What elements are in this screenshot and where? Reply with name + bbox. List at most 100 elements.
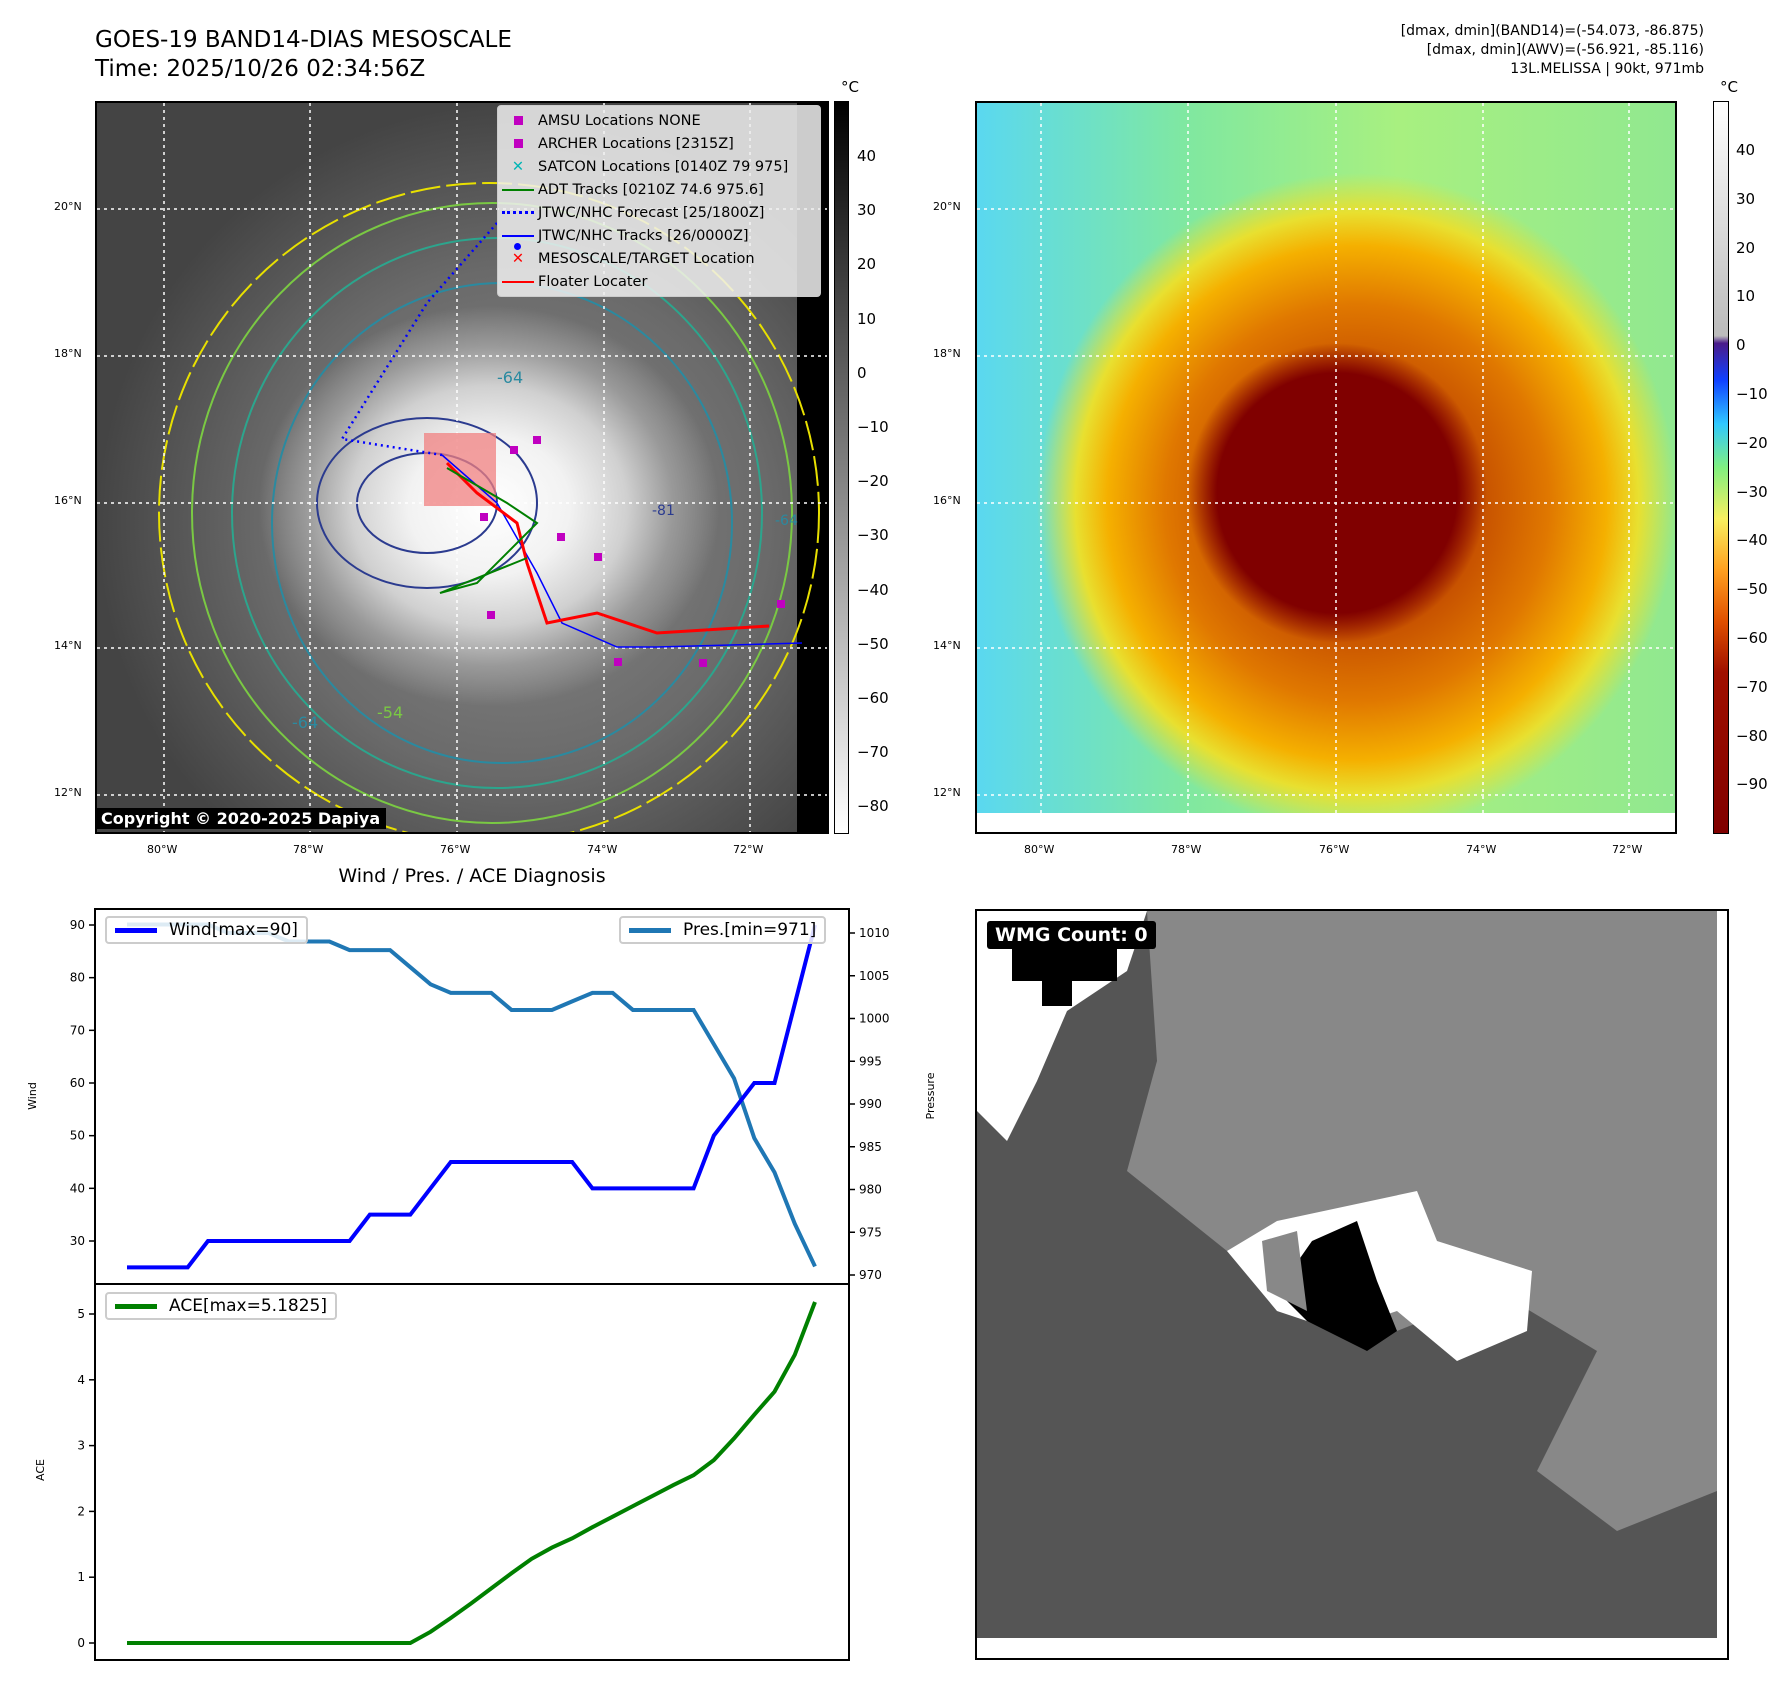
y-tick-label: 1005 (859, 969, 890, 983)
time-line: Time: 2025/10/26 02:34:56Z (95, 56, 426, 82)
wind-axis-label: Wind (26, 1082, 39, 1110)
y-tick-label: 70 (70, 1023, 85, 1037)
ace-line (127, 1301, 817, 1645)
contour-label: -64 (775, 513, 798, 529)
ace-line-icon (115, 1303, 157, 1309)
colorbar-tick-label: 40 (1736, 141, 1756, 159)
y-tick-label: 5 (77, 1307, 85, 1321)
info-block: [dmax, dmin](BAND14)=(-54.073, -86.875) … (1401, 22, 1704, 79)
y-tick-label: 990 (859, 1097, 882, 1111)
line-icon (498, 188, 538, 191)
line-icon (498, 280, 538, 283)
chart-title: Wind / Pres. / ACE Diagnosis (338, 865, 606, 887)
contour-label: -64 (292, 713, 319, 732)
legend-label: JTWC/NHC Tracks [26/0000Z] (538, 227, 749, 244)
legend-item-mesoscale: ✕ MESOSCALE/TARGET Location (498, 247, 820, 270)
pressure-axis-label: Pressure (924, 1072, 937, 1119)
colorbar-tick-label: −40 (857, 580, 889, 599)
contour-label: -64 (497, 368, 524, 387)
colorbar-tick-label: −50 (857, 634, 889, 653)
lat-label: 16°N (54, 494, 82, 507)
awv-grid (977, 103, 1675, 832)
y-tick-label: 970 (859, 1268, 882, 1282)
colorbar-tick-label: −90 (1736, 775, 1768, 794)
lat-label: 14°N (54, 639, 82, 652)
pressure-line (127, 922, 817, 1268)
legend-label: Wind[max=90] (169, 920, 298, 940)
legend-label: SATCON Locations [0140Z 79 975] (538, 158, 789, 175)
colorbar-tick-label: −50 (1736, 580, 1768, 599)
legend-label: Floater Locater (538, 273, 648, 290)
legend-item-forecast: JTWC/NHC Forecast [25/1800Z] (498, 201, 820, 224)
legend-item-adt: ADT Tracks [0210Z 74.6 975.6] (498, 178, 820, 201)
legend-label: Pres.[min=971] (683, 920, 817, 940)
right-colorbar (1713, 101, 1729, 834)
legend-label: MESOSCALE/TARGET Location (538, 250, 755, 267)
lat-label: 18°N (54, 347, 82, 360)
colorbar-tick-label: 20 (857, 255, 877, 274)
colorbar-unit: °C (1720, 78, 1738, 96)
y-tick-label: 2 (77, 1504, 85, 1518)
colorbar-tick-label: −70 (1736, 677, 1768, 696)
y-tick-label: 995 (859, 1054, 882, 1068)
info-awv: [dmax, dmin](AWV)=(-56.921, -85.116) (1426, 42, 1704, 58)
colorbar-tick-label: 0 (857, 363, 867, 382)
awv-map (975, 101, 1677, 834)
colorbar-tick-label: −70 (857, 743, 889, 762)
y-tick-label: 80 (70, 971, 85, 985)
square-marker-icon (498, 139, 538, 148)
lat-label: 16°N (933, 494, 961, 507)
x-marker-icon: ✕ (511, 250, 525, 267)
y-tick-label: 0 (77, 1636, 85, 1650)
figure-title: GOES-19 BAND14-DIAS MESOSCALE Time: 2025/… (95, 26, 512, 84)
lat-label: 12°N (933, 786, 961, 799)
legend-item-floater: Floater Locater (498, 270, 820, 293)
y-tick-label: 1 (77, 1570, 85, 1584)
y-tick-label: 60 (70, 1076, 85, 1090)
colorbar-tick-label: −10 (857, 418, 889, 436)
diagnosis-chart: 3040506070809097097598098599099510001005… (26, 908, 937, 1661)
colorbar-tick-label: 40 (857, 147, 877, 165)
lon-label: 74°W (587, 843, 618, 856)
colorbar-tick-label: 20 (1736, 238, 1756, 257)
wind-line (127, 924, 817, 1270)
wind-legend: Wind[max=90] (105, 916, 308, 944)
wmg-grid (977, 911, 1717, 1638)
lon-label: 78°W (293, 843, 324, 856)
colorbar-tick-label: −10 (1736, 385, 1768, 403)
y-tick-label: 50 (70, 1129, 85, 1143)
wind-line-icon (115, 927, 157, 933)
colorbar-tick-label: −40 (1736, 531, 1768, 550)
band14-map: AMSU Locations NONE ARCHER Locations [23… (95, 101, 829, 834)
lon-label: 76°W (1319, 843, 1350, 856)
legend-label: ADT Tracks [0210Z 74.6 975.6] (538, 181, 764, 198)
info-band14: [dmax, dmin](BAND14)=(-54.073, -86.875) (1400, 23, 1704, 39)
y-tick-label: 975 (859, 1225, 882, 1239)
y-tick-label: 1010 (859, 926, 890, 940)
colorbar-tick-label: 10 (857, 309, 877, 328)
contour-label: -81 (652, 503, 675, 519)
legend-item-satcon: ✕ SATCON Locations [0140Z 79 975] (498, 155, 820, 178)
pressure-legend: Pres.[min=971] (619, 916, 827, 944)
dotted-line-icon (498, 211, 538, 214)
pressure-line-icon (629, 927, 671, 933)
colorbar-unit: °C (841, 78, 859, 96)
wmg-count-label: WMG Count: 0 (987, 921, 1156, 949)
colorbar-tick-label: −80 (857, 797, 889, 816)
lon-label: 80°W (1024, 843, 1055, 856)
y-tick-label: 985 (859, 1140, 882, 1154)
colorbar-tick-label: −20 (1736, 433, 1768, 452)
colorbar-tick-label: 0 (1736, 336, 1746, 355)
ace-legend: ACE[max=5.1825] (105, 1292, 337, 1320)
colorbar-tick-label: −30 (1736, 482, 1768, 501)
wmg-panel: WMG Count: 0 (975, 909, 1729, 1660)
line-dot-icon (498, 234, 538, 250)
copyright-label: Copyright © 2020-2025 Dapiya (95, 808, 387, 829)
legend-item-tracks: JTWC/NHC Tracks [26/0000Z] (498, 224, 820, 250)
colorbar-tick-label: −20 (857, 472, 889, 491)
lat-label: 18°N (933, 347, 961, 360)
y-tick-label: 30 (70, 1234, 85, 1248)
legend-label: AMSU Locations NONE (538, 112, 701, 129)
colorbar-tick-label: 10 (1736, 287, 1756, 306)
colorbar-tick-label: −80 (1736, 726, 1768, 745)
